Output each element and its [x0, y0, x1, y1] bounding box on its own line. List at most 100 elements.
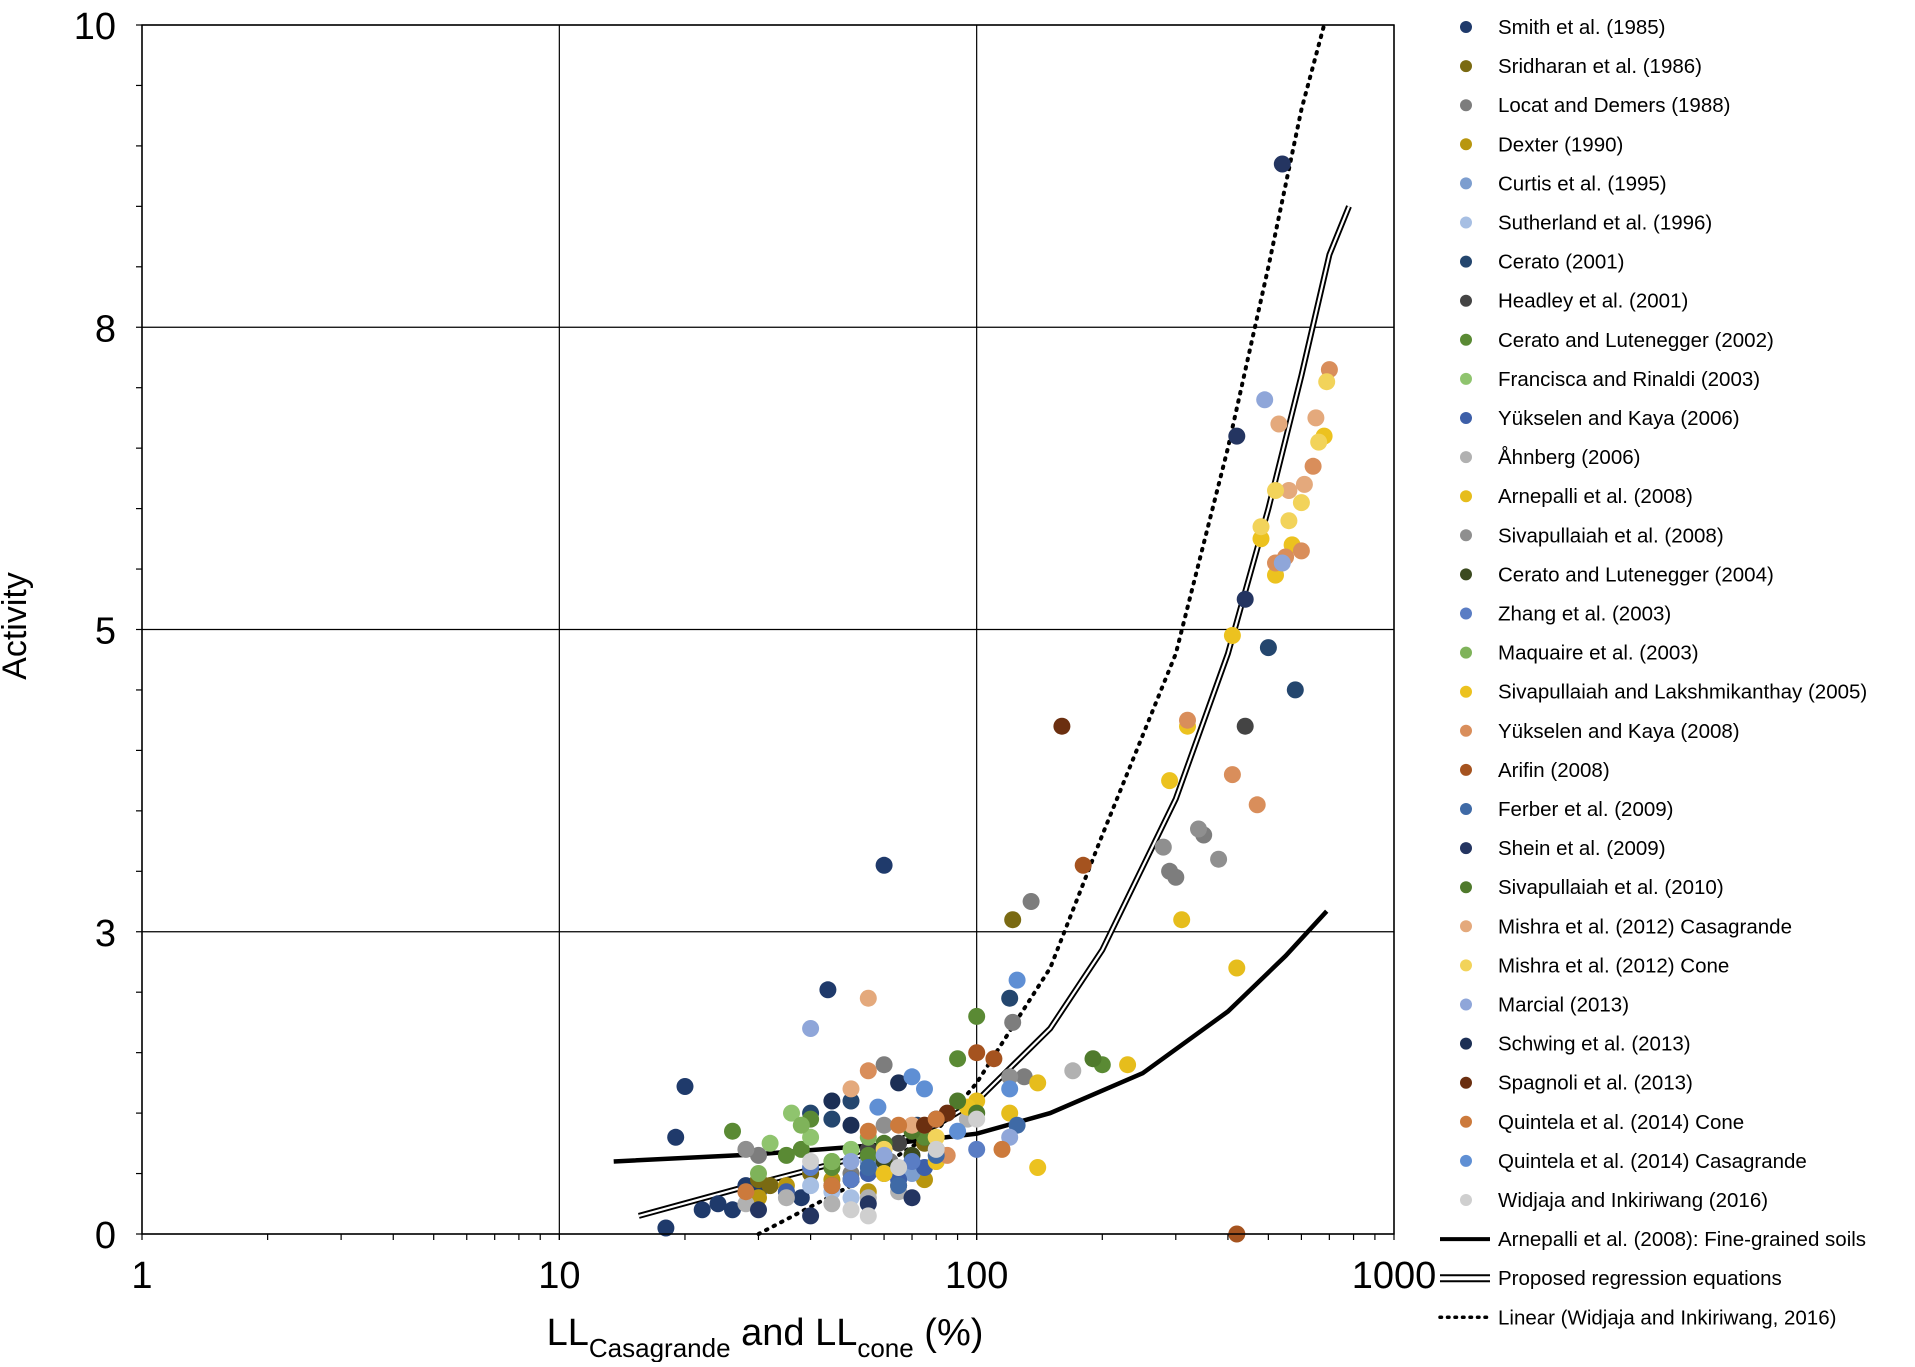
data-point [869, 1098, 887, 1116]
data-point [916, 1080, 933, 1098]
data-point [875, 1146, 893, 1164]
legend-item: Smith et al. (1985) [1460, 16, 1666, 39]
legend-label: Curtis et al. (1995) [1498, 172, 1667, 195]
legend-marker [1460, 568, 1472, 581]
x-axis-title-part: (%) [914, 1312, 984, 1354]
legend-marker [1460, 842, 1472, 855]
legend-item: Åhnberg (2006) [1460, 446, 1640, 469]
legend-item: Cerato and Lutenegger (2004) [1460, 563, 1774, 586]
data-point [1295, 475, 1313, 493]
legend-item: Schwing et al. (2013) [1460, 1033, 1691, 1056]
legend-marker [1460, 490, 1472, 503]
legend-item: Shein et al. (2009) [1460, 837, 1666, 860]
legend-label: Widjaja and Inkiriwang (2016) [1498, 1189, 1768, 1212]
data-point [927, 1110, 945, 1128]
legend-marker [1460, 451, 1472, 464]
legend-label: Arifin (2008) [1498, 759, 1610, 782]
legend-item: Zhang et al. (2003) [1460, 603, 1671, 626]
data-point [1210, 850, 1228, 868]
data-point [903, 1116, 921, 1134]
data-point [737, 1183, 755, 1201]
data-point [1064, 1062, 1082, 1080]
x-tick-label: 1000 [1352, 1255, 1437, 1297]
data-point [1001, 1080, 1019, 1098]
data-point [1001, 1128, 1019, 1146]
legend-marker [1460, 1076, 1472, 1089]
data-point [724, 1122, 741, 1140]
legend-item: Yükselen and Kaya (2006) [1460, 407, 1740, 430]
legend-marker [1460, 138, 1472, 151]
data-point [1173, 911, 1191, 929]
legend-marker [1460, 959, 1472, 972]
legend-item: Francisca and Rinaldi (2003) [1460, 368, 1760, 391]
data-point [890, 1116, 908, 1134]
data-point [676, 1078, 694, 1095]
data-point [859, 1159, 877, 1176]
data-point [802, 1128, 820, 1146]
legend-label: Cerato (2001) [1498, 251, 1624, 274]
data-point [1252, 530, 1270, 548]
legend-label: Åhnberg (2006) [1498, 446, 1640, 469]
data-point [927, 1128, 945, 1146]
legend-marker [1460, 372, 1472, 385]
data-point [802, 1153, 820, 1170]
data-point [1004, 911, 1022, 929]
legend-item: Sivapullaiah and Lakshmikanthay (2005) [1460, 681, 1867, 704]
data-point [1256, 391, 1274, 409]
data-point [859, 1207, 877, 1225]
legend-marker [1460, 1037, 1472, 1050]
legend-label: Maquaire et al. (2003) [1498, 642, 1699, 665]
data-point [949, 1122, 967, 1140]
legend-label: Cerato and Lutenegger (2004) [1498, 563, 1774, 586]
data-point [1318, 373, 1336, 391]
legend-item: Curtis et al. (1995) [1460, 172, 1667, 195]
data-point [737, 1140, 755, 1158]
legend-item: Yükselen and Kaya (2008) [1460, 720, 1740, 743]
data-point [985, 1050, 1003, 1068]
x-tick-label: 10 [538, 1255, 580, 1297]
data-point [1015, 1068, 1033, 1086]
legend-label: Ferber et al. (2009) [1498, 798, 1673, 821]
legend-item: Sutherland et al. (1996) [1460, 212, 1712, 235]
data-point [842, 1080, 860, 1098]
data-point [1074, 856, 1092, 874]
x-tick-label: 100 [945, 1255, 1008, 1297]
data-point [1001, 1068, 1019, 1086]
legend-item: Arnepalli et al. (2008) [1460, 485, 1693, 508]
data-point [823, 1195, 841, 1213]
data-point [693, 1201, 711, 1219]
legend-label: Arnepalli et al. (2008): Fine-grained so… [1498, 1228, 1866, 1251]
x-axis-title: LLCasagrande and LLcone (%) [547, 1312, 984, 1362]
legend-item: Maquaire et al. (2003) [1460, 642, 1699, 665]
data-point [859, 1062, 877, 1080]
legend-label: Quintela et al. (2014) Casagrande [1498, 1150, 1807, 1173]
legend-item: Dexter (1990) [1460, 133, 1623, 156]
data-point [750, 1201, 767, 1219]
data-point [792, 1189, 810, 1207]
legend-label: Dexter (1990) [1498, 133, 1623, 156]
x-axis-title-subscript: Casagrande [589, 1333, 731, 1362]
data-point [1053, 717, 1071, 735]
data-point [792, 1140, 810, 1158]
data-point [1280, 512, 1298, 530]
data-point [927, 1140, 945, 1158]
y-tick-label: 8 [95, 308, 116, 350]
legend-marker [1460, 333, 1472, 346]
data-point [1259, 639, 1277, 657]
data-point [802, 1020, 820, 1037]
legend-label: Arnepalli et al. (2008) [1498, 485, 1693, 508]
y-tick-label: 3 [95, 913, 116, 955]
data-point [1307, 409, 1325, 427]
data-point [859, 1122, 877, 1140]
data-point [750, 1165, 767, 1182]
legend-item: Sivapullaiah et al. (2008) [1460, 524, 1724, 547]
plot-frame [141, 24, 1395, 1235]
legend-marker [1460, 763, 1472, 776]
y-tick-label: 5 [95, 611, 116, 653]
legend-marker [1460, 216, 1472, 229]
data-point [1236, 590, 1254, 608]
data-point [1248, 796, 1266, 814]
data-point [1001, 989, 1019, 1007]
legend-marker [1460, 255, 1472, 268]
legend-label: Sivapullaiah et al. (2008) [1498, 524, 1724, 547]
